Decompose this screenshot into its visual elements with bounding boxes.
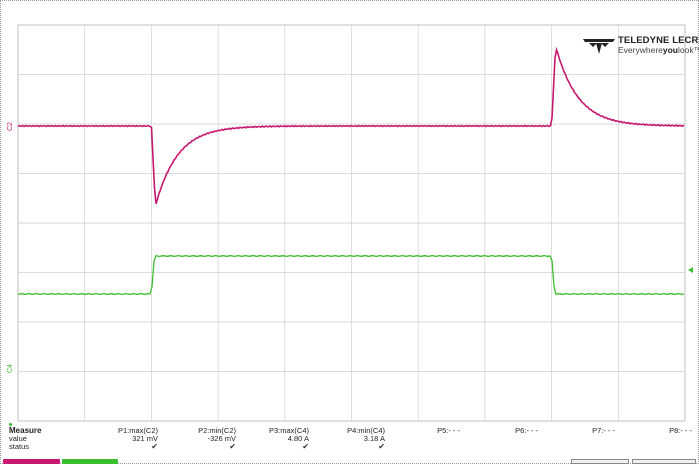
brand-name: TELEDYNE LECROY — [618, 35, 699, 46]
teledyne-logo-icon — [583, 39, 615, 54]
measure-row-value: value — [9, 434, 27, 444]
measure-table: Measure value status P1:max(C2) 321 mV ✔… — [0, 426, 699, 459]
channel-c2-descriptor-button[interactable] — [3, 459, 60, 464]
measure-title: Measure — [9, 426, 42, 435]
channel-c4-label: C4 — [7, 364, 14, 373]
measure-col-p3[interactable]: P3:max(C4) 4.80 A ✔ — [268, 426, 309, 452]
brand-tagline: Everywhereyoulook™ — [618, 45, 699, 55]
status-bar — [0, 459, 699, 464]
channel-c4-trigger-marker[interactable] — [688, 267, 693, 273]
measure-col-p1[interactable]: P1:max(C2) 321 mV ✔ — [117, 426, 158, 452]
trigger-descriptor-button[interactable] — [632, 459, 696, 464]
timebase-descriptor-button[interactable] — [571, 459, 629, 464]
measure-col-p4[interactable]: P4:min(C4) 3.18 A ✔ — [347, 426, 385, 452]
measure-col-p8[interactable]: P8:- - - — [669, 426, 692, 435]
channel-c4-descriptor-button[interactable] — [62, 459, 118, 464]
measure-row-status: status — [9, 442, 30, 452]
trace-c2 — [17, 46, 685, 204]
origin-marker — [9, 423, 12, 426]
trace-c4 — [17, 254, 685, 296]
channel-c2-label: C2 — [7, 122, 14, 131]
measure-col-p7[interactable]: P7:- - - — [592, 426, 615, 435]
measure-col-p6[interactable]: P6:- - - — [515, 426, 538, 435]
teledyne-lecroy-logo: TELEDYNE LECROY Everywhereyoulook™ — [583, 35, 699, 55]
grid-frame — [17, 24, 686, 422]
measure-col-p5[interactable]: P5:- - - — [437, 426, 460, 435]
waveform-grid — [17, 24, 686, 422]
measure-col-p2[interactable]: P2:min(C2) -326 mV ✔ — [198, 426, 236, 452]
